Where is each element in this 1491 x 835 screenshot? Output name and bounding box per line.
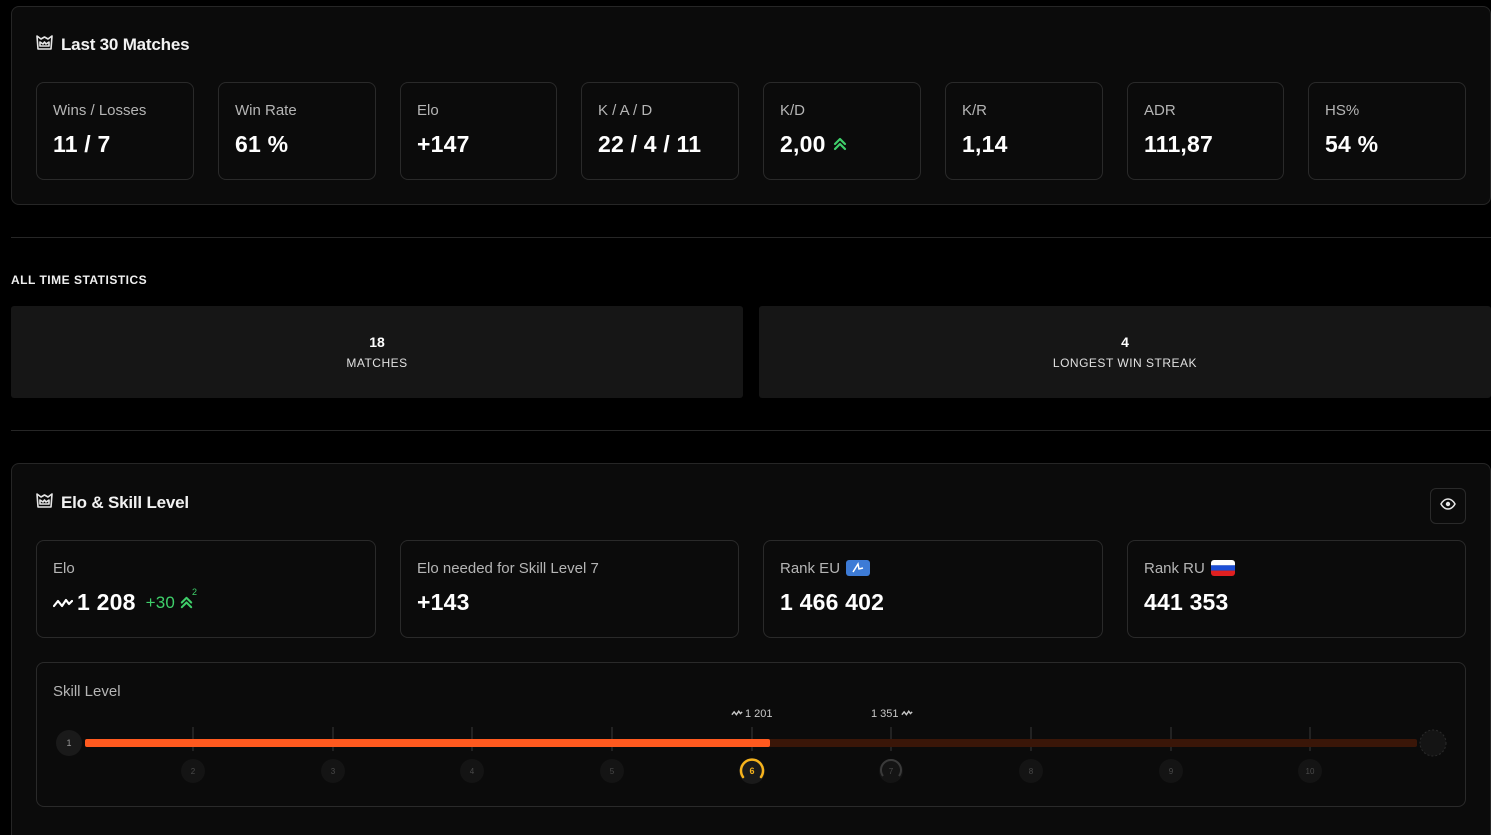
elo-delta: +30 — [145, 592, 175, 612]
elo-trend-icon — [900, 708, 913, 720]
elo-delta-superscript: 2 — [192, 587, 198, 597]
elo-needed-card: Elo needed for Skill Level 7 +143 — [400, 540, 739, 638]
level-text: 5 — [610, 767, 615, 776]
double-chevron-up-icon — [179, 589, 194, 616]
stat-label: Elo — [53, 559, 75, 577]
eye-icon — [1440, 496, 1456, 517]
divider — [11, 430, 1491, 431]
last-30-title: Last 30 Matches — [36, 34, 190, 56]
stat-adr: ADR 111,87 — [1127, 82, 1284, 180]
rank-ru-card: Rank RU 441 353 — [1127, 540, 1466, 638]
stat-label: K/R — [962, 101, 988, 119]
stat-label: Wins / Losses — [53, 101, 147, 119]
stat-value: 22 / 4 / 11 — [598, 131, 702, 157]
stat-value: 1 466 402 — [780, 589, 885, 615]
stat-label: K/D — [780, 101, 806, 119]
elo-marker-low-value: 1 201 — [745, 708, 773, 720]
faceit-logo-icon — [36, 34, 53, 56]
level-max-badge — [1419, 729, 1447, 757]
level-text: 3 — [331, 767, 336, 776]
level-text: 7 — [889, 767, 894, 776]
stat-value: 61 % — [235, 131, 289, 157]
level-text: 4 — [470, 767, 475, 776]
tile-value: 18 — [369, 334, 385, 350]
stat-label: K / A / D — [598, 101, 653, 119]
elo-current-card: Elo 1 208 +30 2 — [36, 540, 376, 638]
tile-caption: LONGEST WIN STREAK — [1052, 356, 1198, 370]
stat-value: 11 / 7 — [53, 131, 111, 157]
level-badge-6-current: 6 — [739, 758, 765, 784]
level-text: 8 — [1029, 767, 1034, 776]
skill-level-label: Skill Level — [53, 683, 121, 700]
elo-trend-icon — [731, 708, 743, 720]
stat-win-rate: Win Rate 61 % — [218, 82, 376, 180]
tile-longest-win-streak: 4 LONGEST WIN STREAK — [759, 306, 1491, 398]
ru-flag-icon — [1210, 560, 1235, 576]
tile-value: 4 — [1121, 334, 1129, 350]
faceit-logo-icon — [36, 492, 53, 514]
double-chevron-up-icon — [832, 131, 848, 158]
level-text: 6 — [749, 766, 754, 776]
rank-eu-label-row: Rank EU — [780, 559, 1086, 577]
stat-label: ADR — [1144, 101, 1176, 119]
stat-elo-change: Elo +147 — [400, 82, 557, 180]
stat-label: Win Rate — [235, 101, 297, 119]
elo-marker-high-value: 1 351 — [871, 708, 899, 720]
stat-label: Elo — [417, 101, 439, 119]
section-title-text: Elo & Skill Level — [61, 493, 189, 512]
stat-value: 2,00 — [780, 131, 826, 157]
level-badge-4: 4 — [460, 759, 484, 783]
section-title-text: Last 30 Matches — [61, 35, 190, 54]
elo-trend-icon — [52, 589, 74, 616]
level-badge-2: 2 — [181, 759, 205, 783]
eu-flag-icon — [846, 560, 871, 576]
stat-label: Rank RU — [1144, 559, 1205, 577]
stat-kd: K/D 2,00 — [763, 82, 921, 180]
tile-caption: MATCHES — [346, 356, 408, 370]
stat-label: HS% — [1325, 101, 1360, 119]
level-badge-10: 10 — [1298, 759, 1322, 783]
track-progress — [85, 739, 770, 747]
elo-value: 1 208 — [77, 589, 136, 615]
level-start-badge — [56, 730, 82, 756]
stat-kr: K/R 1,14 — [945, 82, 1103, 180]
stat-value: 54 % — [1325, 131, 1379, 157]
rank-ru-label-row: Rank RU — [1144, 559, 1449, 577]
level-text: 10 — [1306, 767, 1315, 776]
level-badge-3: 3 — [321, 759, 345, 783]
level-badge-8: 8 — [1019, 759, 1043, 783]
stat-kad: K / A / D 22 / 4 / 11 — [581, 82, 739, 180]
elo-value-row: 1 208 +30 2 — [52, 587, 359, 616]
stat-value: +143 — [417, 589, 470, 615]
elo-marker-low: 1 201 — [731, 708, 773, 720]
stat-value-row: 2,00 — [780, 131, 904, 158]
stat-label: Elo needed for Skill Level 7 — [417, 559, 599, 577]
stat-value: 1,14 — [962, 131, 1008, 157]
toggle-visibility-button[interactable] — [1430, 488, 1466, 524]
elo-marker-high: 1 351 — [871, 708, 913, 720]
stat-wins-losses: Wins / Losses 11 / 7 — [36, 82, 194, 180]
stat-hs: HS% 54 % — [1308, 82, 1466, 180]
level-badge-5: 5 — [600, 759, 624, 783]
level-text: 9 — [1169, 767, 1174, 776]
stat-value: 111,87 — [1144, 131, 1214, 157]
level-badge-9: 9 — [1159, 759, 1183, 783]
skill-level-track: 1 2 3 4 5 6 7 8 9 10 — [56, 727, 1447, 784]
stat-label: Rank EU — [780, 559, 841, 577]
all-time-title: ALL TIME STATISTICS — [11, 273, 148, 287]
stat-value: +147 — [417, 131, 470, 157]
skill-level-card: Skill Level 1 201 1 351 1 2 3 4 — [36, 662, 1466, 807]
elo-skill-title: Elo & Skill Level — [36, 492, 189, 514]
stat-value: 441 353 — [1144, 589, 1229, 615]
rank-eu-card: Rank EU 1 466 402 — [763, 540, 1103, 638]
level-start-text: 1 — [66, 738, 71, 748]
level-text: 2 — [191, 767, 196, 776]
level-badge-7: 7 — [879, 759, 903, 783]
divider — [11, 237, 1491, 238]
tile-matches: 18 MATCHES — [11, 306, 743, 398]
